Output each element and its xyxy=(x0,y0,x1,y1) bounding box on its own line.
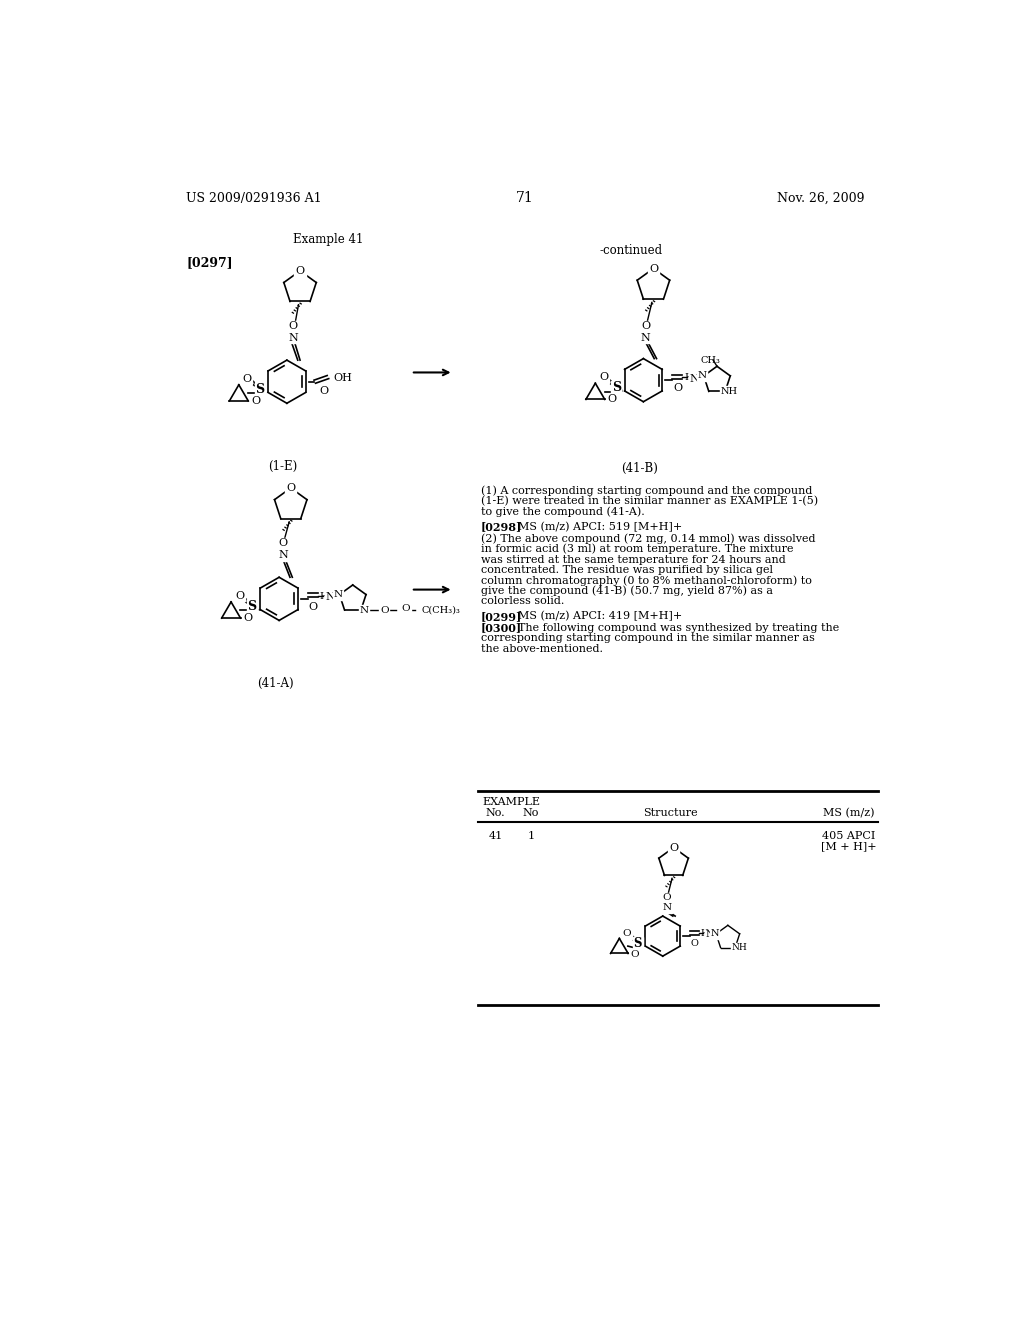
Text: US 2009/0291936 A1: US 2009/0291936 A1 xyxy=(186,191,322,205)
Text: C(CH₃)₃: C(CH₃)₃ xyxy=(422,606,460,615)
Text: O: O xyxy=(608,395,616,404)
Text: Nov. 26, 2009: Nov. 26, 2009 xyxy=(777,191,864,205)
Text: (1) A corresponding starting compound and the compound: (1) A corresponding starting compound an… xyxy=(480,486,812,496)
Text: S: S xyxy=(255,383,264,396)
Text: O: O xyxy=(690,939,698,948)
Text: O: O xyxy=(401,605,411,612)
Text: O: O xyxy=(641,321,650,331)
Text: N: N xyxy=(689,374,699,384)
Text: Structure: Structure xyxy=(643,808,697,818)
Text: 1: 1 xyxy=(527,832,535,841)
Text: in formic acid (3 ml) at room temperature. The mixture: in formic acid (3 ml) at room temperatur… xyxy=(480,544,794,554)
Text: (1-E): (1-E) xyxy=(268,459,298,473)
Text: OH: OH xyxy=(334,372,352,383)
Text: N: N xyxy=(711,929,719,939)
Text: S: S xyxy=(248,601,257,612)
Text: S: S xyxy=(611,381,621,395)
Text: O: O xyxy=(669,842,678,853)
Text: [0298]: [0298] xyxy=(480,521,522,532)
Text: (41-B): (41-B) xyxy=(622,462,658,475)
Text: O: O xyxy=(649,264,658,273)
Text: N: N xyxy=(641,333,650,343)
Text: give the compound (41-B) (50.7 mg, yield 87%) as a: give the compound (41-B) (50.7 mg, yield… xyxy=(480,586,773,597)
Text: O: O xyxy=(243,374,252,384)
Text: N: N xyxy=(697,371,707,380)
Text: No.: No. xyxy=(485,808,505,818)
Text: was stirred at the same temperature for 24 hours and: was stirred at the same temperature for … xyxy=(480,554,785,565)
Text: O: O xyxy=(251,396,260,407)
Text: (1-E) were treated in the similar manner as EXAMPLE 1-(5): (1-E) were treated in the similar manner… xyxy=(480,496,818,507)
Text: [0297]: [0297] xyxy=(186,256,232,269)
Text: [0299]: [0299] xyxy=(480,611,522,622)
Text: 71: 71 xyxy=(516,191,534,206)
Text: MS (m/z) APCI: 419 [M+H]+: MS (m/z) APCI: 419 [M+H]+ xyxy=(518,611,682,622)
Text: O: O xyxy=(673,383,682,393)
Text: [M + H]+: [M + H]+ xyxy=(821,841,877,851)
Text: S: S xyxy=(634,937,642,950)
Text: (41-A): (41-A) xyxy=(257,677,294,690)
Text: N: N xyxy=(288,333,298,343)
Text: colorless solid.: colorless solid. xyxy=(480,597,564,606)
Text: No: No xyxy=(523,808,540,818)
Text: N: N xyxy=(359,606,369,615)
Text: CH₃: CH₃ xyxy=(700,355,721,364)
Text: 41: 41 xyxy=(488,832,503,841)
Text: O: O xyxy=(236,591,244,601)
Text: N: N xyxy=(279,550,288,560)
Text: NH: NH xyxy=(721,387,737,396)
Text: NH: NH xyxy=(731,942,746,952)
Text: O: O xyxy=(286,483,295,492)
Text: N: N xyxy=(706,931,715,939)
Text: O: O xyxy=(279,539,288,548)
Text: O: O xyxy=(599,372,608,381)
Text: [0300]: [0300] xyxy=(480,623,522,634)
Text: 405 APCI: 405 APCI xyxy=(822,832,876,841)
Text: to give the compound (41-A).: to give the compound (41-A). xyxy=(480,507,644,517)
Text: -continued: -continued xyxy=(599,244,663,257)
Text: O: O xyxy=(308,602,317,611)
Text: corresponding starting compound in the similar manner as: corresponding starting compound in the s… xyxy=(480,634,814,643)
Text: O: O xyxy=(289,321,298,331)
Text: O: O xyxy=(244,612,253,623)
Text: N: N xyxy=(326,593,335,602)
Text: (2) The above compound (72 mg, 0.14 mmol) was dissolved: (2) The above compound (72 mg, 0.14 mmol… xyxy=(480,533,815,544)
Text: N: N xyxy=(334,590,342,599)
Text: O: O xyxy=(623,929,632,939)
Text: H: H xyxy=(700,929,709,939)
Text: MS (m/z): MS (m/z) xyxy=(823,808,874,818)
Text: MS (m/z) APCI: 519 [M+H]+: MS (m/z) APCI: 519 [M+H]+ xyxy=(518,521,682,532)
Text: O: O xyxy=(631,950,639,960)
Text: O: O xyxy=(296,265,304,276)
Text: The following compound was synthesized by treating the: The following compound was synthesized b… xyxy=(518,623,839,634)
Text: the above-mentioned.: the above-mentioned. xyxy=(480,644,603,653)
Text: concentrated. The residue was purified by silica gel: concentrated. The residue was purified b… xyxy=(480,565,773,576)
Text: H: H xyxy=(319,593,329,601)
Text: H: H xyxy=(684,374,692,383)
Text: O: O xyxy=(663,894,671,902)
Text: O: O xyxy=(319,385,329,396)
Text: column chromatography (0 to 8% methanol-chloroform) to: column chromatography (0 to 8% methanol-… xyxy=(480,576,811,586)
Text: N: N xyxy=(663,903,671,912)
Text: EXAMPLE: EXAMPLE xyxy=(482,797,541,807)
Text: Example 41: Example 41 xyxy=(293,232,364,246)
Text: O: O xyxy=(380,606,388,615)
